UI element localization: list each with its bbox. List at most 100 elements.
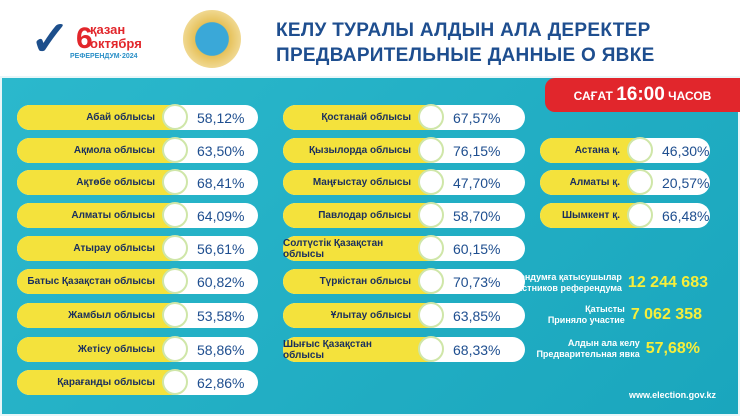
logo-day: 6 [76, 22, 93, 55]
region-name: Ақмола облысы [17, 138, 175, 163]
region-row: Ақтөбе облысы 68,41% [17, 169, 258, 195]
badge-ru: ЧАСОВ [668, 89, 712, 103]
region-row: Түркістан облысы 70,73% [283, 268, 525, 294]
region-emblem-icon [627, 202, 653, 228]
region-row: Батыс Қазақстан облысы 60,82% [17, 268, 258, 294]
stat-row: Алдын ала келу Предварительная явка 57,68% [536, 338, 700, 360]
region-emblem-icon [162, 137, 188, 163]
region-percent: 63,50% [197, 142, 245, 159]
region-percent: 53,58% [197, 307, 245, 324]
region-percent: 66,48% [662, 207, 710, 224]
badge-time: 16:00 [616, 84, 665, 105]
region-name: Жетісу облысы [17, 337, 175, 362]
region-emblem-icon [162, 268, 188, 294]
region-name: Абай облысы [17, 105, 175, 130]
region-percent: 68,33% [453, 341, 501, 358]
stat-label-ru: Участников референдума [506, 283, 622, 293]
region-emblem-icon [627, 137, 653, 163]
region-emblem-icon [162, 202, 188, 228]
region-percent: 63,85% [453, 307, 501, 324]
commission-seal-icon [183, 10, 241, 68]
logo-line3: РЕФЕРЕНДУМ·2024 [70, 53, 138, 60]
region-name: Жамбыл облысы [17, 303, 175, 328]
region-row: Атырау облысы 56,61% [17, 235, 258, 261]
region-name: Қостанай облысы [283, 105, 431, 130]
region-row: Қарағанды облысы 62,86% [17, 369, 258, 395]
region-emblem-icon [162, 235, 188, 261]
stat-row: Референдумға қатысушылар Участников рефер… [491, 272, 708, 294]
stat-label-kk: Референдумға қатысушылар [490, 272, 622, 282]
region-row: Ақмола облысы 63,50% [17, 137, 258, 163]
region-name: Павлодар облысы [283, 203, 431, 228]
region-row: Қызылорда облысы 76,15% [283, 137, 525, 163]
region-percent: 70,73% [453, 273, 501, 290]
time-badge: САҒАТ 16:00 ЧАСОВ [545, 78, 740, 112]
region-emblem-icon [627, 169, 653, 195]
region-emblem-icon [418, 104, 444, 130]
region-name: Солтүстік Қазақстан облысы [283, 236, 431, 261]
region-row: Жетісу облысы 58,86% [17, 336, 258, 362]
header: ✓ 6 қазан октября РЕФЕРЕНДУМ·2024 КЕЛУ Т… [0, 0, 740, 76]
stat-value: 7 062 358 [630, 306, 702, 323]
logo-line1: қазан [90, 22, 126, 37]
region-percent: 46,30% [662, 142, 710, 159]
stat-value: 12 244 683 [627, 274, 708, 291]
stat-label-ru: Приняло участие [547, 315, 625, 325]
region-row: Алматы қ. 20,57% [540, 169, 710, 195]
region-percent: 47,70% [453, 174, 501, 191]
region-percent: 76,15% [453, 142, 501, 159]
region-emblem-icon [418, 336, 444, 362]
region-emblem-icon [418, 268, 444, 294]
region-row: Жамбыл облысы 53,58% [17, 302, 258, 328]
region-row: Абай облысы 58,12% [17, 104, 258, 130]
region-name: Алматы облысы [17, 203, 175, 228]
region-name: Қарағанды облысы [17, 370, 175, 395]
region-name: Маңғыстау облысы [283, 170, 431, 195]
region-emblem-icon [418, 302, 444, 328]
region-percent: 67,57% [453, 109, 501, 126]
region-name: Түркістан облысы [283, 269, 431, 294]
region-emblem-icon [418, 137, 444, 163]
region-name: Қызылорда облысы [283, 138, 431, 163]
region-name: Ақтөбе облысы [17, 170, 175, 195]
region-row: Астана қ. 46,30% [540, 137, 710, 163]
title-kk: КЕЛУ ТУРАЛЫ АЛДЫН АЛА ДЕРЕКТЕР [276, 20, 651, 41]
region-emblem-icon [162, 336, 188, 362]
region-row: Қостанай облысы 67,57% [283, 104, 525, 130]
region-row: Шымкент қ. 66,48% [540, 202, 710, 228]
website-link[interactable]: www.election.gov.kz [628, 390, 716, 400]
region-percent: 58,86% [197, 341, 245, 358]
stat-label-ru: Предварительная явка [536, 349, 640, 359]
region-name: Алматы қ. [540, 170, 640, 195]
checkmark-icon: ✓ [30, 13, 71, 66]
region-percent: 62,86% [197, 374, 245, 391]
region-emblem-icon [162, 169, 188, 195]
region-emblem-icon [162, 104, 188, 130]
stat-label-kk: Алдын ала келу [567, 338, 640, 348]
region-name: Шығыс Қазақстан облысы [283, 337, 431, 362]
region-row: Алматы облысы 64,09% [17, 202, 258, 228]
region-percent: 56,61% [197, 240, 245, 257]
region-emblem-icon [418, 202, 444, 228]
region-emblem-icon [418, 169, 444, 195]
region-name: Ұлытау облысы [283, 303, 431, 328]
stat-row: Қатысты Приняло участие 7 062 358 [548, 304, 702, 326]
region-name: Астана қ. [540, 138, 640, 163]
region-percent: 60,82% [197, 273, 245, 290]
region-row: Солтүстік Қазақстан облысы 60,15% [283, 235, 525, 261]
region-percent: 68,41% [197, 174, 245, 191]
region-row: Павлодар облысы 58,70% [283, 202, 525, 228]
stat-value: 57,68% [645, 340, 700, 357]
badge-kk: САҒАТ [573, 89, 613, 103]
region-row: Маңғыстау облысы 47,70% [283, 169, 525, 195]
region-percent: 60,15% [453, 240, 501, 257]
region-emblem-icon [162, 302, 188, 328]
region-emblem-icon [418, 235, 444, 261]
region-row: Ұлытау облысы 63,85% [283, 302, 525, 328]
region-name: Шымкент қ. [540, 203, 640, 228]
region-percent: 20,57% [662, 174, 710, 191]
region-row: Шығыс Қазақстан облысы 68,33% [283, 336, 525, 362]
title-ru: ПРЕДВАРИТЕЛЬНЫЕ ДАННЫЕ О ЯВКЕ [276, 45, 655, 66]
stat-label-kk: Қатысты [585, 304, 625, 314]
region-name: Атырау облысы [17, 236, 175, 261]
